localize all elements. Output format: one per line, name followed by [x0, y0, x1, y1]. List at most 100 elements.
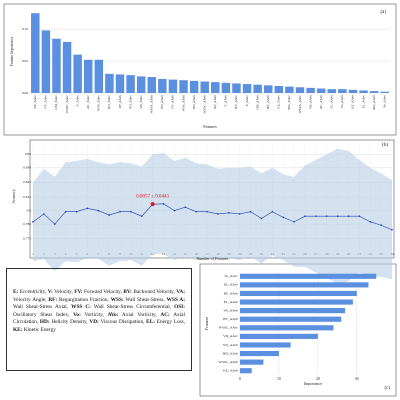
x-tick-label: VD_AAvb [160, 95, 164, 110]
bar [168, 79, 178, 93]
x-tick-label: KE_AAvb [351, 95, 355, 109]
y-tick-label: 0.8 [27, 208, 32, 212]
abbreviation: E: [13, 289, 19, 295]
x-tick-label: RF_AAvb [118, 95, 122, 109]
abbreviation: VA: [176, 289, 185, 295]
point [293, 221, 295, 223]
bar [295, 87, 305, 93]
bar [41, 30, 51, 93]
x-tick-label: AVo_AAvc [287, 94, 291, 109]
axis-title: Feature Importance [10, 36, 14, 66]
y-tick-label: VA_AAvb [223, 308, 238, 312]
point [347, 215, 350, 218]
bar [158, 78, 167, 93]
bar [240, 308, 346, 314]
x-tick-label: EL_AAvb [330, 95, 334, 109]
y-tick-label: HD_AAvb [223, 351, 238, 355]
bar [240, 350, 279, 357]
bar [221, 82, 231, 93]
bar [348, 89, 358, 93]
abbreviation: HD: [39, 319, 50, 326]
point [195, 210, 197, 213]
y-tick-label: BV_AAvb [223, 317, 238, 321]
point [75, 210, 78, 213]
panel-label: (b) [382, 143, 388, 148]
bar [338, 89, 347, 93]
abbreviation: KE: [13, 326, 23, 333]
point [184, 206, 187, 208]
abbreviation-meaning: Velocity Angle, [13, 296, 47, 303]
abbreviation: FV: [74, 289, 83, 295]
abbreviation-meaning: Vorticity, [84, 311, 104, 318]
x-tick-label: AVo_AAvb [372, 95, 376, 110]
x-tick-label: BV_AAvb [266, 95, 270, 109]
point [271, 210, 274, 213]
x-tick-label: WSSA_AAvc [298, 94, 302, 113]
x-tick-label: RE_AAvc [33, 94, 37, 108]
abbreviation-meaning: Viscous Dissipation, [100, 319, 145, 326]
x-tick-label: WSSC_AAvb [202, 95, 206, 114]
bar [240, 368, 252, 374]
y-tick-label: 0.05 [22, 59, 28, 63]
bar [52, 38, 61, 93]
abbreviation-meaning: Eccentricity, [19, 289, 47, 295]
point [130, 210, 132, 213]
bar [242, 84, 252, 93]
x-tick-label: V_AAvb [224, 95, 228, 107]
x-tick-label: E_AAvc [245, 94, 249, 106]
bar [94, 59, 104, 93]
point [249, 210, 252, 213]
abbreviation-box: E: Eccentricity, V: Velocity, FV: Forwar… [6, 268, 192, 371]
y-tick-label: RF_AAvb [224, 291, 239, 295]
y-tick-label: VD_AAvc [223, 334, 238, 338]
abbreviation-meaning: Velocity, [54, 289, 73, 295]
bar [240, 333, 318, 339]
bar [179, 80, 188, 93]
point [315, 215, 317, 218]
bar [240, 342, 291, 348]
x-tick-label: WSSC_AAvc [65, 94, 69, 113]
point [260, 217, 263, 220]
point [206, 210, 208, 213]
abbreviation-meaning: Oscillatory Shear Index, [13, 311, 70, 318]
y-tick-label: Vo_AAvc [224, 274, 238, 278]
x-tick-label: OSI_AAvb [255, 95, 259, 110]
abbreviation-meaning: Regurgitation Fraction, [59, 296, 109, 303]
x-tick-label: AC_AAvb [319, 95, 323, 109]
abbreviation: RF: [48, 296, 58, 303]
y-tick-label: 0.775 [23, 237, 31, 241]
abbreviation: Vo: [73, 311, 81, 318]
x-tick-label: VD_AAvc [128, 94, 132, 109]
x-tick-label: 10 [277, 377, 281, 381]
y-tick-label: 0.10 [22, 27, 28, 31]
x-tick-label: EL_AAvc [361, 94, 365, 108]
x-tick-label: 0 [239, 377, 241, 381]
x-tick-label: OSI_AAvc [54, 94, 58, 109]
bar [240, 282, 369, 288]
x-tick-label: HD_AAvb [192, 95, 196, 110]
bar [84, 59, 93, 93]
point [173, 209, 176, 212]
bar [264, 85, 273, 93]
bar [240, 359, 264, 365]
x-tick-label: FV_AAvc [44, 94, 48, 108]
y-tick-label: WSSC_AAvc [219, 326, 239, 330]
bar [147, 77, 156, 93]
x-tick-label: BV_AAvc [234, 94, 238, 108]
bar [327, 89, 336, 93]
y-tick-label: 0.788 [23, 222, 31, 226]
bar [62, 41, 72, 93]
bar [240, 325, 334, 331]
y-tick-label: 0.825 [23, 180, 31, 184]
point [325, 215, 328, 218]
point [86, 207, 89, 210]
y-tick-label: WSSC_AAvb [218, 360, 238, 364]
abbreviation-meaning: Axial Vorticity, [121, 311, 157, 318]
x-tick-label: Vo_AAvb [340, 95, 344, 108]
point [380, 224, 382, 227]
point [43, 213, 45, 215]
x-tick-label: VA_AAvb [308, 95, 312, 109]
x-tick-label: KE_AAvc [277, 94, 281, 108]
bar [189, 80, 199, 93]
